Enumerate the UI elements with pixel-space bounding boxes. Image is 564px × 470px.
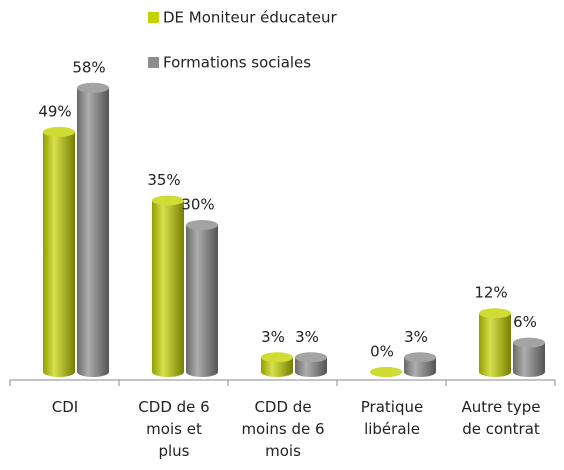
value-label: 49% xyxy=(38,102,71,120)
x-tick-label: Pratique libérale xyxy=(360,398,424,438)
legend-swatch xyxy=(148,12,159,23)
value-label: 30% xyxy=(181,196,214,214)
value-label: 58% xyxy=(72,58,105,76)
bar-body xyxy=(186,225,218,372)
bar xyxy=(404,352,436,377)
value-label: 35% xyxy=(147,171,180,189)
value-label: 12% xyxy=(474,284,507,302)
bar xyxy=(479,308,511,377)
bar-top xyxy=(295,352,327,363)
bar-top xyxy=(152,195,184,206)
bar-top xyxy=(261,352,293,363)
bar xyxy=(186,220,218,377)
bar-body xyxy=(43,131,75,372)
x-tick-label: CDD de 6 mois et plus xyxy=(138,398,210,460)
bar xyxy=(261,352,293,377)
bar xyxy=(513,337,545,377)
bar xyxy=(77,82,109,377)
legend-label: Formations sociales xyxy=(163,54,311,72)
bar-body xyxy=(152,200,184,372)
value-label: 3% xyxy=(404,328,428,346)
x-tick-label: Autre type de contrat xyxy=(461,398,541,438)
legend-swatch xyxy=(148,57,159,68)
bar-top xyxy=(77,82,109,93)
bar-top xyxy=(479,308,511,319)
bar-top xyxy=(43,126,75,137)
bar xyxy=(295,352,327,377)
bar-top xyxy=(513,337,545,348)
bar xyxy=(370,367,402,377)
value-label: 3% xyxy=(261,328,285,346)
value-label: 6% xyxy=(513,313,537,331)
bar-top xyxy=(404,352,436,363)
legend-label: DE Moniteur éducateur xyxy=(163,9,337,27)
bar xyxy=(152,195,184,377)
bar-body xyxy=(77,87,109,373)
bar-top xyxy=(186,220,218,230)
x-tick-label: CDI xyxy=(51,398,79,416)
bar xyxy=(43,126,75,377)
x-tick-label: CDD de moins de 6 mois xyxy=(241,398,325,460)
bar-body xyxy=(479,313,511,372)
value-label: 3% xyxy=(295,328,319,346)
bar-top xyxy=(370,367,402,377)
value-label: 0% xyxy=(370,343,394,361)
